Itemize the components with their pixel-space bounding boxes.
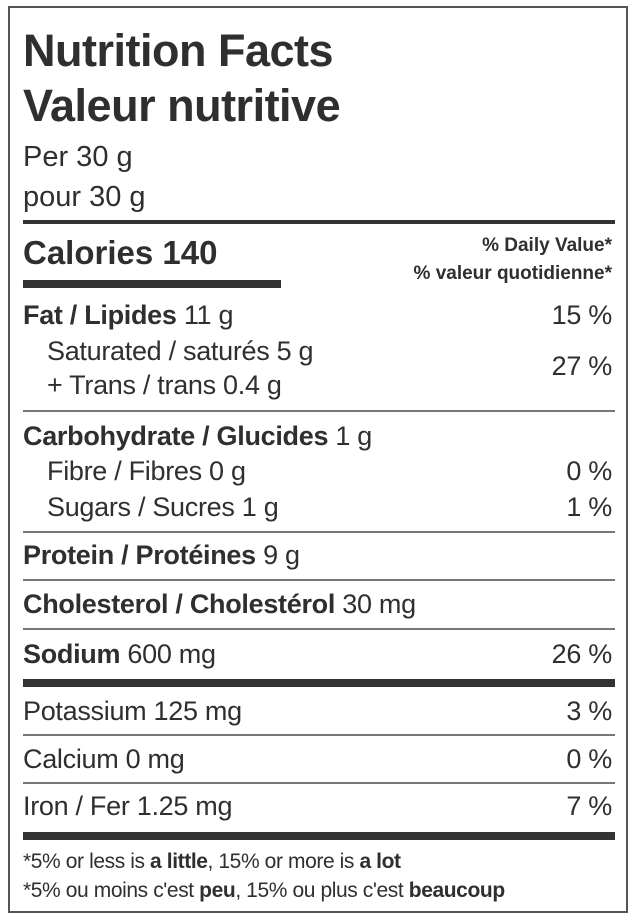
sat-trans-dv: 27 % (551, 351, 613, 381)
divider (23, 628, 615, 630)
footnote-fr: *5% ou moins c'est peu, 15% ou plus c'es… (23, 879, 505, 902)
calories-bar (23, 280, 281, 288)
sugars-dv: 1 % (566, 492, 612, 522)
fat-dv: 15 % (551, 300, 613, 330)
trans-row: + Trans / trans 0.4 g (47, 370, 282, 400)
calcium-row: Calcium 0 mg (23, 744, 185, 774)
sodium-row: Sodium 600 mg (23, 639, 216, 669)
divider (23, 410, 615, 412)
calcium-dv: 0 % (566, 744, 612, 774)
protein-row: Protein / Protéines 9 g (23, 540, 300, 570)
calories: Calories 140 (23, 236, 217, 269)
fat-row: Fat / Lipides 11 g (23, 300, 234, 330)
divider (23, 679, 615, 687)
footnote-en: *5% or less is a little, 15% or more is … (23, 850, 401, 873)
divider (23, 832, 615, 840)
sugars-row: Sugars / Sucres 1 g (47, 492, 279, 522)
sodium-dv: 26 % (551, 639, 613, 669)
divider (23, 734, 615, 736)
potassium-dv: 3 % (566, 696, 612, 726)
title-fr: Valeur nutritive (23, 80, 341, 131)
calories-value: 140 (162, 234, 218, 271)
divider (23, 579, 615, 581)
iron-dv: 7 % (566, 791, 612, 821)
cholesterol-row: Cholesterol / Cholestérol 30 mg (23, 589, 416, 619)
daily-value-header-fr: % valeur quotidienne* (413, 263, 612, 284)
serving-size-en: Per 30 g (23, 141, 133, 173)
carbohydrate-row: Carbohydrate / Glucides 1 g (23, 421, 373, 451)
serving-size-fr: pour 30 g (23, 181, 146, 213)
nutrition-facts-table (8, 6, 628, 913)
daily-value-header-en: % Daily Value* (482, 235, 612, 256)
saturated-row: Saturated / saturés 5 g (47, 336, 314, 366)
fibre-row: Fibre / Fibres 0 g (47, 456, 246, 486)
divider (23, 782, 615, 784)
title-en: Nutrition Facts (23, 25, 334, 76)
calories-label: Calories (23, 234, 154, 271)
divider (23, 220, 615, 224)
fibre-dv: 0 % (566, 456, 612, 486)
divider (23, 531, 615, 533)
iron-row: Iron / Fer 1.25 mg (23, 791, 233, 821)
potassium-row: Potassium 125 mg (23, 696, 242, 726)
